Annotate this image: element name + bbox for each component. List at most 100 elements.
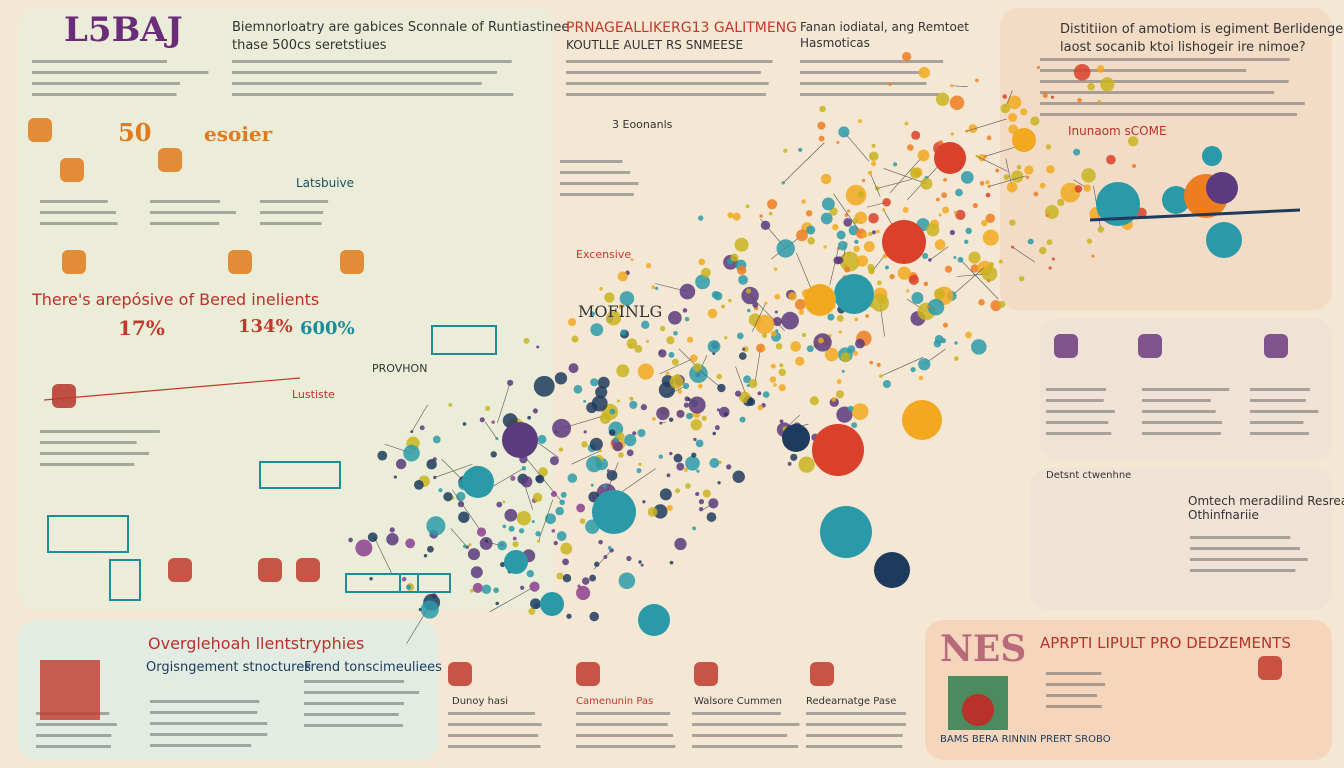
dot <box>481 584 492 595</box>
dot <box>607 546 612 550</box>
dot <box>853 350 859 356</box>
dot <box>701 415 707 421</box>
dot <box>805 210 813 217</box>
connector <box>829 248 839 286</box>
dot <box>531 520 535 524</box>
text-line <box>576 734 674 737</box>
dot <box>666 473 671 478</box>
text-line <box>260 222 322 225</box>
dot <box>599 287 603 291</box>
dot <box>554 372 568 385</box>
dot <box>775 343 783 350</box>
dot <box>533 375 555 397</box>
dot <box>806 345 814 353</box>
text-line <box>40 430 160 433</box>
dot <box>518 528 525 534</box>
dot <box>438 488 443 493</box>
text-line <box>40 211 116 214</box>
text-line <box>150 733 268 736</box>
dot <box>1027 238 1034 245</box>
dot <box>920 177 933 190</box>
dot <box>801 199 806 204</box>
stat: 134% <box>238 316 293 337</box>
dot <box>685 483 691 489</box>
dot <box>918 66 931 79</box>
dot <box>942 322 948 328</box>
connector <box>617 468 656 496</box>
dot <box>502 524 507 529</box>
dot <box>690 419 702 431</box>
text-line <box>1142 410 1216 413</box>
dot <box>730 253 739 262</box>
dot <box>606 310 622 326</box>
dot <box>840 352 851 363</box>
connector <box>538 499 554 542</box>
text-line <box>40 200 108 203</box>
text-line <box>1046 694 1097 697</box>
connector <box>966 118 1007 132</box>
text-line <box>576 745 676 748</box>
dot <box>831 397 837 402</box>
arrow <box>43 377 301 401</box>
dot <box>910 367 916 373</box>
text-line <box>806 745 903 748</box>
dot <box>674 537 687 551</box>
dot <box>695 492 700 497</box>
text-line <box>1040 102 1305 105</box>
dot <box>1045 213 1049 217</box>
dot <box>833 256 842 265</box>
icon <box>1138 334 1162 358</box>
icon <box>158 148 182 172</box>
dot <box>532 492 543 502</box>
dot <box>426 516 446 536</box>
dot <box>1048 266 1052 270</box>
dot <box>1051 257 1055 261</box>
text-line <box>1190 569 1296 572</box>
dot <box>732 470 745 483</box>
dot <box>938 213 942 217</box>
text-line <box>40 463 135 466</box>
dot <box>567 473 578 483</box>
icon <box>1054 334 1078 358</box>
text-line <box>1250 432 1309 435</box>
dot <box>1097 226 1105 233</box>
dot <box>908 274 919 286</box>
node <box>882 220 926 264</box>
dot <box>775 329 779 333</box>
icon <box>258 558 282 582</box>
dot <box>618 304 624 310</box>
dot <box>507 379 514 386</box>
column-title: Orgisngement stnoctures <box>146 660 311 675</box>
dot <box>757 391 762 396</box>
text-line <box>304 724 403 727</box>
dot <box>762 333 767 339</box>
illustration <box>962 694 994 726</box>
dot <box>495 601 499 606</box>
dot <box>781 181 785 185</box>
dot <box>629 400 638 409</box>
text-line <box>304 680 405 683</box>
box <box>345 573 419 593</box>
text-line <box>800 93 940 96</box>
text-line <box>40 452 149 455</box>
dot <box>787 461 792 466</box>
dot <box>818 135 825 142</box>
dot <box>1039 246 1047 255</box>
text-line <box>1046 388 1106 391</box>
dot <box>935 92 950 106</box>
dot <box>717 481 721 485</box>
text-line <box>32 93 177 96</box>
dot <box>403 444 420 462</box>
dot <box>1073 63 1091 81</box>
text-line <box>806 723 906 726</box>
connector <box>960 259 999 300</box>
dot <box>714 425 720 431</box>
caption: Dunoy hasi <box>452 696 509 707</box>
dot <box>559 499 565 506</box>
text-line <box>1046 432 1112 435</box>
caption: Detsnt ctwenhne <box>1046 470 1132 481</box>
dot <box>484 539 489 543</box>
dot <box>934 288 946 300</box>
node <box>638 604 670 636</box>
text-line <box>150 211 236 214</box>
